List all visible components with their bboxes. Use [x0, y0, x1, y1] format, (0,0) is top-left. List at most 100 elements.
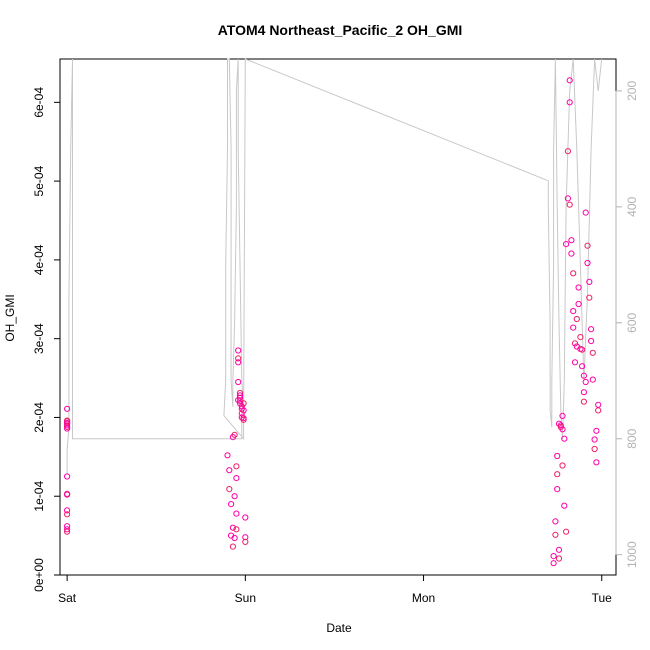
data-point	[235, 378, 242, 386]
left-axis: 0e+00 1e-04 2e-04 3e-04 4e-04 5e-04 6e-04	[32, 87, 61, 592]
data-point	[595, 407, 602, 414]
data-point	[231, 493, 238, 500]
bottom-axis: Sat Sun Mon Tue	[58, 574, 613, 605]
data-point	[233, 475, 240, 482]
data-point	[582, 209, 589, 216]
right-tick-label: 200	[625, 81, 639, 101]
data-point	[582, 378, 589, 386]
data-point	[564, 195, 572, 202]
x-tick-label: Sun	[235, 591, 256, 605]
data-point	[568, 237, 575, 244]
data-point	[555, 546, 563, 553]
data-point	[64, 419, 71, 427]
data-point	[571, 340, 579, 347]
data-point	[64, 491, 71, 498]
y-tick-label: 0e+00	[32, 558, 46, 592]
data-point	[229, 543, 236, 550]
y-tick-label: 5e-04	[32, 165, 46, 196]
data-point	[554, 471, 561, 478]
data-point	[593, 427, 600, 434]
data-point	[563, 241, 570, 248]
y-tick-label: 2e-04	[32, 402, 46, 433]
data-point	[575, 300, 582, 308]
right-tick-label: 400	[625, 197, 639, 217]
data-point	[554, 452, 561, 460]
data-point	[550, 553, 557, 560]
data-point	[240, 416, 247, 423]
data-point	[563, 528, 570, 535]
data-point	[570, 308, 577, 315]
data-point	[559, 426, 566, 433]
data-point	[231, 431, 238, 438]
data-point	[64, 405, 71, 412]
data-point	[564, 148, 572, 155]
x-tick-label: Tue	[592, 591, 613, 605]
data-point	[580, 372, 588, 379]
data-point	[233, 526, 240, 533]
data-point	[242, 538, 249, 546]
data-point	[579, 346, 586, 353]
data-point	[235, 347, 242, 354]
data-point	[591, 445, 598, 453]
data-point	[64, 526, 71, 533]
data-point	[559, 412, 566, 419]
data-point	[64, 473, 71, 480]
data-point	[226, 486, 233, 493]
x-axis-label: Date	[326, 621, 352, 635]
data-point	[568, 250, 575, 257]
oh-gmi-points-series	[64, 77, 602, 567]
pressure-line	[66, 58, 603, 474]
data-point	[584, 242, 591, 249]
data-point	[589, 349, 596, 356]
x-tick-label: Mon	[412, 591, 435, 605]
plot-area-frame	[59, 58, 617, 576]
chart-title: ATOM4 Northeast_Pacific_2 OH_GMI	[218, 22, 463, 38]
right-tick-label: 1000	[625, 541, 639, 568]
data-point	[566, 201, 573, 208]
pressure-line-series	[66, 58, 603, 474]
data-point	[240, 407, 247, 414]
data-point	[235, 359, 242, 366]
data-point	[240, 400, 247, 407]
y-tick-label: 3e-04	[32, 323, 46, 354]
data-point	[64, 511, 71, 518]
y-tick-label: 6e-04	[32, 87, 46, 118]
data-point	[64, 528, 71, 535]
data-point	[570, 324, 577, 331]
right-axis: 200 400 600 800 1000	[615, 81, 639, 568]
data-point	[233, 463, 240, 470]
data-point	[233, 510, 240, 517]
data-point	[591, 436, 598, 443]
data-point	[64, 417, 71, 424]
data-point	[580, 389, 588, 396]
data-point	[588, 326, 595, 333]
data-point	[566, 99, 573, 106]
data-point	[595, 401, 602, 408]
data-point	[552, 518, 559, 525]
data-point	[552, 531, 559, 538]
data-point	[593, 459, 600, 466]
data-point	[577, 334, 584, 341]
right-tick-label: 600	[625, 312, 639, 332]
data-point	[64, 507, 71, 514]
y-tick-label: 1e-04	[32, 481, 46, 512]
data-point	[586, 278, 593, 285]
data-point	[580, 398, 588, 405]
y-axis-label: OH_GMI	[3, 294, 17, 341]
right-tick-label: 800	[625, 428, 639, 448]
data-point	[559, 462, 566, 469]
data-point	[561, 435, 568, 442]
data-point	[588, 337, 595, 345]
data-point	[573, 315, 580, 323]
data-point	[584, 259, 591, 267]
data-point	[589, 376, 596, 383]
data-point	[231, 534, 238, 542]
data-point	[242, 514, 249, 521]
data-point	[242, 534, 249, 541]
data-point	[570, 270, 577, 277]
data-point	[229, 524, 236, 531]
data-point	[566, 77, 573, 84]
data-point	[561, 502, 568, 509]
x-tick-label: Sat	[58, 591, 77, 605]
